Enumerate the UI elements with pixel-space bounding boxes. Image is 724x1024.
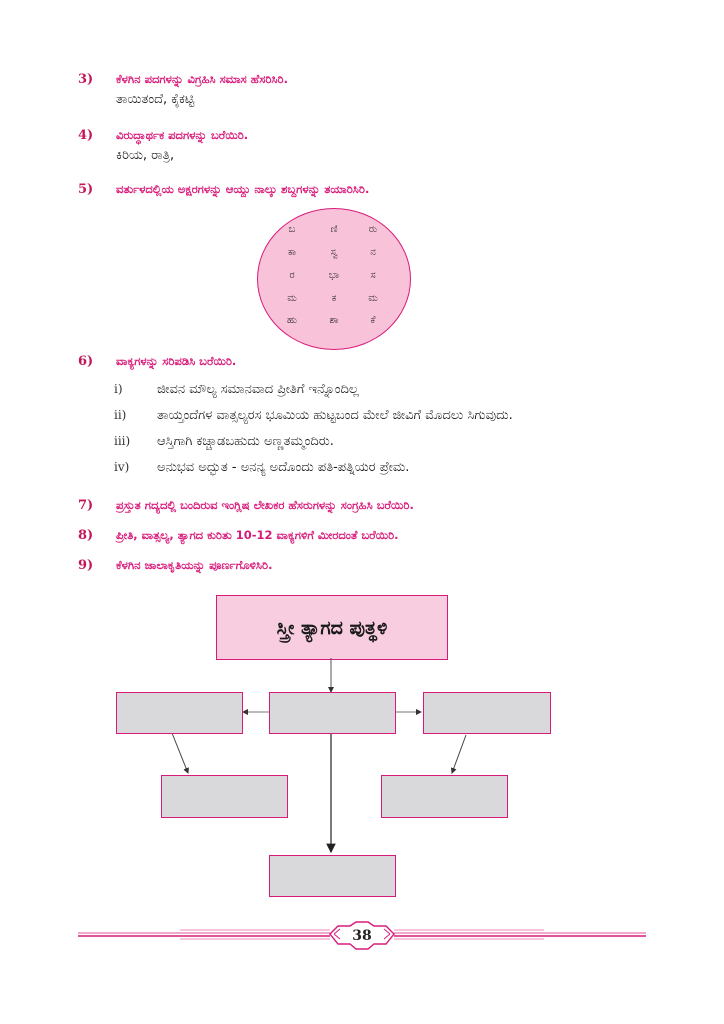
- question-number: 8): [78, 528, 94, 543]
- question-number: 3): [78, 72, 94, 87]
- question-words: ತಾಯಿತಂದೆ, ಕೈಕಟ್ಟಿ: [116, 92, 195, 107]
- box-lower-left[interactable]: [161, 775, 288, 818]
- circle-letter: ಸ: [370, 270, 376, 281]
- box-right[interactable]: [423, 692, 551, 734]
- question-text: ಕೆಳಗಿನ ಪದಗಳನ್ನು ವಿಗ್ರಹಿಸಿ ಸಮಾಸ ಹೆಸರಿಸಿರಿ…: [116, 72, 288, 86]
- question-text: ಕೆಳಗಿನ ಜಾಲಾಕೃತಿಯನ್ನು ಪೂರ್ಣಗೊಳಿಸಿರಿ.: [116, 558, 273, 572]
- box-center[interactable]: [269, 692, 396, 734]
- circle-letter: ಭಾ: [328, 270, 340, 281]
- footer-ornament: [78, 921, 646, 950]
- circle-letter: ಮ: [287, 293, 297, 304]
- circle-letter: ನ: [370, 247, 376, 258]
- sentence-text: ಅನುಭವ ಅದ್ಭುತ - ಅನನ್ಯ ಅದೊಂದು ಪತಿ-ಪತ್ನಿಯರ …: [157, 460, 410, 475]
- circle-letter: ರ: [289, 270, 295, 281]
- question-text: ಪ್ರೀತಿ, ವಾತ್ಸಲ್ಯ, ತ್ಯಾಗದ ಕುರಿತು 10-12 ವಾ…: [116, 528, 399, 542]
- question-text: ವರ್ತುಳದಲ್ಲಿಯ ಅಕ್ಷರಗಳನ್ನು ಆಯ್ದು ನಾಲ್ಕು ಶಬ…: [116, 182, 370, 196]
- sentence-number: iii): [114, 434, 131, 448]
- question-number: 7): [78, 498, 94, 513]
- question-number: 6): [78, 354, 94, 369]
- box-left[interactable]: [116, 692, 243, 734]
- circle-letter: ಮ: [368, 293, 378, 304]
- sentence-number: i): [114, 382, 123, 396]
- circle-letter: ಶಾ: [329, 315, 339, 326]
- sentence-text: ತಾಯ್ತಂದೆಗಳ ವಾತ್ಸಲ್ಯರಸ ಭೂಮಿಯ ಹುಟ್ಟಬಂದ ಮೇಲ…: [157, 408, 513, 423]
- box-bottom[interactable]: [269, 855, 396, 897]
- letter-circle: ಬ ಣಿ ರು ಕಾ ಸ್ವ ನ ರ ಭಾ ಸ ಮ ಕ ಮ ಹು ಶಾ ಕೆ: [257, 208, 411, 350]
- circle-letter: ಕಾ: [287, 247, 297, 258]
- question-number: 9): [78, 558, 94, 573]
- sentence-text: ಆಸ್ತಿಗಾಗಿ ಕಚ್ಚಾಡಬಹುದು ಅಣ್ಣತಮ್ಮಂದಿರು.: [157, 434, 334, 449]
- question-words: ಕಿರಿಯ, ರಾತ್ರಿ,: [116, 148, 175, 163]
- sentence-number: ii): [114, 408, 127, 422]
- circle-letter: ಕ: [331, 293, 337, 304]
- question-text: ಪ್ರಸ್ತುತ ಗದ್ಯದಲ್ಲಿ ಬಂದಿರುವ ಇಂಗ್ಲಿಷ ಲೇಖಕರ…: [116, 498, 414, 512]
- arrow-right-to-lower: [450, 734, 467, 774]
- arrow-left-to-lower: [171, 732, 189, 774]
- circle-letter: ಕೆ: [370, 315, 376, 326]
- sentence-text: ಜೀವನ ಮೌಲ್ಯ ಸಮಾನವಾದ ಪ್ರೀತಿಗೆ ಇನ್ನೊಂದಿಲ್ಲ: [157, 382, 359, 397]
- question-number: 4): [78, 128, 94, 143]
- box-lower-right[interactable]: [381, 775, 508, 818]
- page-number: 38: [352, 928, 372, 944]
- circle-letter: ಸ್ವ: [330, 247, 338, 258]
- circle-letter: ರು: [368, 224, 378, 235]
- question-text: ವಿರುದ್ಧಾರ್ಥಕ ಪದಗಳನ್ನು ಬರೆಯಿರಿ.: [116, 128, 249, 142]
- question-text: ವಾಕ್ಯಗಳನ್ನು ಸರಿಪಡಿಸಿ ಬರೆಯಿರಿ.: [116, 354, 237, 368]
- circle-letter: ಹು: [286, 315, 298, 326]
- question-number: 5): [78, 182, 94, 197]
- circle-letter: ಣಿ: [330, 224, 338, 235]
- circle-letter: ಬ: [288, 224, 296, 235]
- diagram-title-box: ಸ್ತ್ರೀ ತ್ಯಾಗದ ಪುತ್ಥಳಿ: [216, 595, 448, 660]
- sentence-number: iv): [114, 460, 130, 474]
